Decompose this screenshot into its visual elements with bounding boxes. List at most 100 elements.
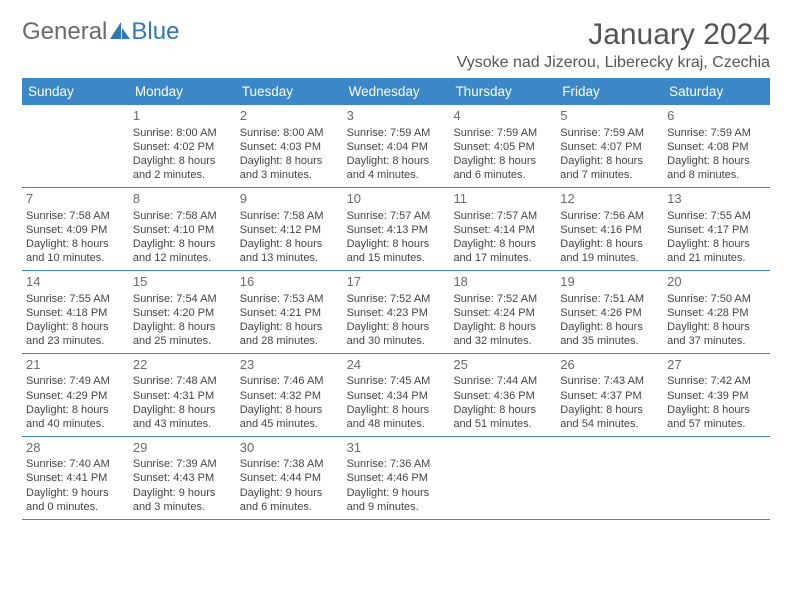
day-cell: 7Sunrise: 7:58 AMSunset: 4:09 PMDaylight… — [22, 188, 129, 270]
day-cell: 14Sunrise: 7:55 AMSunset: 4:18 PMDayligh… — [22, 271, 129, 353]
daylight-text: Daylight: 8 hours — [347, 320, 446, 334]
daylight-text: and 7 minutes. — [560, 168, 659, 182]
day-number: 10 — [347, 191, 446, 208]
sunset-text: Sunset: 4:10 PM — [133, 223, 232, 237]
sunrise-text: Sunrise: 8:00 AM — [240, 126, 339, 140]
day-number: 2 — [240, 108, 339, 125]
day-number: 12 — [560, 191, 659, 208]
daylight-text: Daylight: 8 hours — [560, 154, 659, 168]
daylight-text: Daylight: 9 hours — [347, 486, 446, 500]
daylight-text: Daylight: 8 hours — [26, 403, 125, 417]
week-row: 21Sunrise: 7:49 AMSunset: 4:29 PMDayligh… — [22, 354, 770, 437]
sunrise-text: Sunrise: 7:59 AM — [453, 126, 552, 140]
day-cell: 20Sunrise: 7:50 AMSunset: 4:28 PMDayligh… — [663, 271, 770, 353]
sunset-text: Sunset: 4:09 PM — [26, 223, 125, 237]
sunset-text: Sunset: 4:04 PM — [347, 140, 446, 154]
day-cell: 23Sunrise: 7:46 AMSunset: 4:32 PMDayligh… — [236, 354, 343, 436]
daylight-text: and 37 minutes. — [667, 334, 766, 348]
dow-sunday: Sunday — [22, 78, 129, 105]
sunrise-text: Sunrise: 7:48 AM — [133, 374, 232, 388]
day-number: 21 — [26, 357, 125, 374]
dow-wednesday: Wednesday — [343, 78, 450, 105]
sunrise-text: Sunrise: 7:58 AM — [26, 209, 125, 223]
day-number: 24 — [347, 357, 446, 374]
sunrise-text: Sunrise: 7:51 AM — [560, 292, 659, 306]
day-cell: 18Sunrise: 7:52 AMSunset: 4:24 PMDayligh… — [449, 271, 556, 353]
sunrise-text: Sunrise: 7:54 AM — [133, 292, 232, 306]
daylight-text: and 40 minutes. — [26, 417, 125, 431]
sunrise-text: Sunrise: 7:39 AM — [133, 457, 232, 471]
daylight-text: and 3 minutes. — [133, 500, 232, 514]
daylight-text: and 25 minutes. — [133, 334, 232, 348]
daylight-text: and 17 minutes. — [453, 251, 552, 265]
day-number: 14 — [26, 274, 125, 291]
day-cell: 19Sunrise: 7:51 AMSunset: 4:26 PMDayligh… — [556, 271, 663, 353]
sunrise-text: Sunrise: 7:55 AM — [667, 209, 766, 223]
sunrise-text: Sunrise: 7:46 AM — [240, 374, 339, 388]
sunrise-text: Sunrise: 7:44 AM — [453, 374, 552, 388]
day-number: 13 — [667, 191, 766, 208]
sunrise-text: Sunrise: 7:59 AM — [667, 126, 766, 140]
daylight-text: Daylight: 8 hours — [453, 403, 552, 417]
sunset-text: Sunset: 4:43 PM — [133, 471, 232, 485]
daylight-text: Daylight: 9 hours — [240, 486, 339, 500]
sunset-text: Sunset: 4:26 PM — [560, 306, 659, 320]
brand-part2: Blue — [131, 18, 179, 46]
day-cell: 26Sunrise: 7:43 AMSunset: 4:37 PMDayligh… — [556, 354, 663, 436]
day-cell: 4Sunrise: 7:59 AMSunset: 4:05 PMDaylight… — [449, 105, 556, 187]
daylight-text: Daylight: 8 hours — [133, 403, 232, 417]
daylight-text: Daylight: 8 hours — [667, 320, 766, 334]
daylight-text: Daylight: 8 hours — [453, 154, 552, 168]
sunset-text: Sunset: 4:37 PM — [560, 389, 659, 403]
day-number: 5 — [560, 108, 659, 125]
sunset-text: Sunset: 4:23 PM — [347, 306, 446, 320]
sunrise-text: Sunrise: 7:57 AM — [453, 209, 552, 223]
sunset-text: Sunset: 4:03 PM — [240, 140, 339, 154]
day-cell: 17Sunrise: 7:52 AMSunset: 4:23 PMDayligh… — [343, 271, 450, 353]
sunset-text: Sunset: 4:39 PM — [667, 389, 766, 403]
sunrise-text: Sunrise: 7:57 AM — [347, 209, 446, 223]
daylight-text: and 6 minutes. — [240, 500, 339, 514]
daylight-text: Daylight: 8 hours — [26, 237, 125, 251]
daylight-text: Daylight: 8 hours — [347, 237, 446, 251]
day-cell: 2Sunrise: 8:00 AMSunset: 4:03 PMDaylight… — [236, 105, 343, 187]
sunrise-text: Sunrise: 7:58 AM — [133, 209, 232, 223]
sunset-text: Sunset: 4:21 PM — [240, 306, 339, 320]
sunrise-text: Sunrise: 7:43 AM — [560, 374, 659, 388]
day-number: 22 — [133, 357, 232, 374]
sunrise-text: Sunrise: 7:58 AM — [240, 209, 339, 223]
sunset-text: Sunset: 4:34 PM — [347, 389, 446, 403]
sunset-text: Sunset: 4:29 PM — [26, 389, 125, 403]
daylight-text: and 28 minutes. — [240, 334, 339, 348]
day-number: 28 — [26, 440, 125, 457]
day-cell: 5Sunrise: 7:59 AMSunset: 4:07 PMDaylight… — [556, 105, 663, 187]
day-number: 11 — [453, 191, 552, 208]
daylight-text: Daylight: 8 hours — [347, 154, 446, 168]
dow-thursday: Thursday — [449, 78, 556, 105]
week-row: 7Sunrise: 7:58 AMSunset: 4:09 PMDaylight… — [22, 188, 770, 271]
title-block: January 2024 Vysoke nad Jizerou, Liberec… — [457, 18, 770, 72]
day-number: 19 — [560, 274, 659, 291]
day-number: 25 — [453, 357, 552, 374]
month-title: January 2024 — [457, 18, 770, 52]
daylight-text: Daylight: 9 hours — [26, 486, 125, 500]
daylight-text: and 4 minutes. — [347, 168, 446, 182]
daylight-text: and 13 minutes. — [240, 251, 339, 265]
daylight-text: and 54 minutes. — [560, 417, 659, 431]
day-number: 31 — [347, 440, 446, 457]
day-cell: 9Sunrise: 7:58 AMSunset: 4:12 PMDaylight… — [236, 188, 343, 270]
sunset-text: Sunset: 4:18 PM — [26, 306, 125, 320]
daylight-text: Daylight: 8 hours — [453, 237, 552, 251]
day-cell: 29Sunrise: 7:39 AMSunset: 4:43 PMDayligh… — [129, 437, 236, 519]
daylight-text: and 15 minutes. — [347, 251, 446, 265]
day-cell: 11Sunrise: 7:57 AMSunset: 4:14 PMDayligh… — [449, 188, 556, 270]
sunrise-text: Sunrise: 7:50 AM — [667, 292, 766, 306]
sunset-text: Sunset: 4:24 PM — [453, 306, 552, 320]
daylight-text: and 32 minutes. — [453, 334, 552, 348]
sunset-text: Sunset: 4:17 PM — [667, 223, 766, 237]
day-number: 15 — [133, 274, 232, 291]
day-number: 17 — [347, 274, 446, 291]
daylight-text: and 21 minutes. — [667, 251, 766, 265]
sunrise-text: Sunrise: 7:52 AM — [453, 292, 552, 306]
daylight-text: and 45 minutes. — [240, 417, 339, 431]
